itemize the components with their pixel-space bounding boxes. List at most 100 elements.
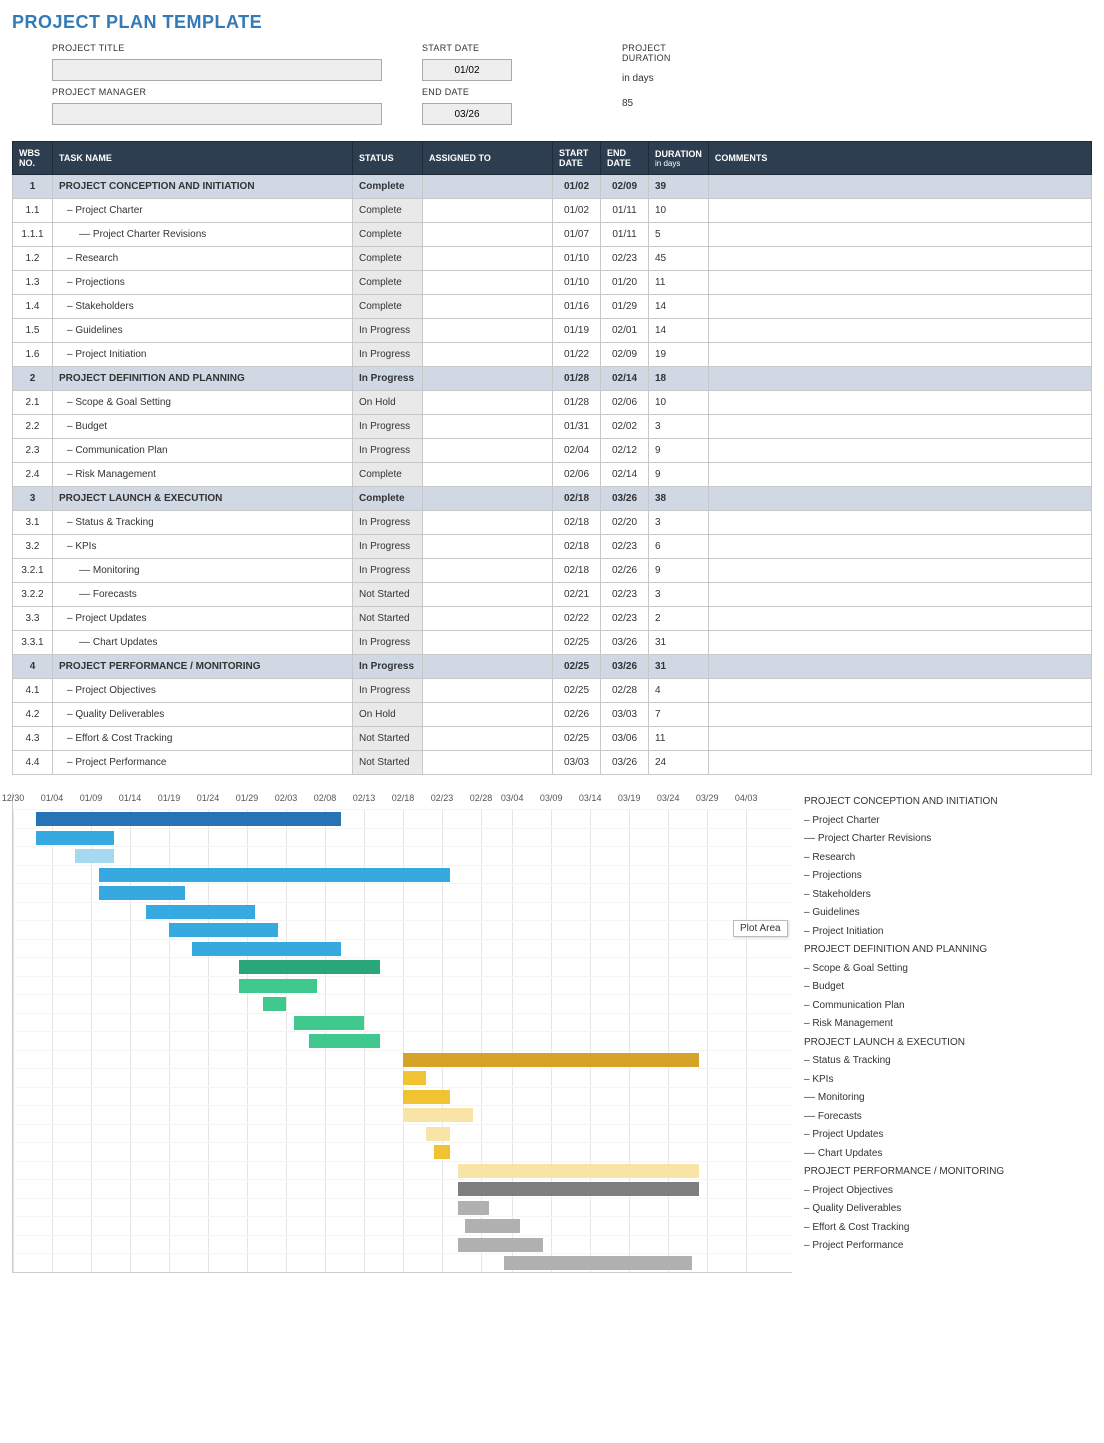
project-manager-label: PROJECT MANAGER (52, 87, 382, 97)
table-row: 1.4– StakeholdersComplete01/1601/2914 (13, 295, 1092, 319)
cell-status: Complete (353, 223, 423, 247)
cell-start: 02/18 (553, 511, 601, 535)
table-row: 2PROJECT DEFINITION AND PLANNINGIn Progr… (13, 367, 1092, 391)
cell-wbs: 2.2 (13, 415, 53, 439)
meta-section: PROJECT TITLE PROJECT MANAGER START DATE… (12, 43, 1092, 125)
cell-comments (708, 511, 1091, 535)
cell-duration: 9 (649, 463, 709, 487)
cell-end: 02/26 (601, 559, 649, 583)
cell-start: 01/16 (553, 295, 601, 319)
start-date-input[interactable] (422, 59, 512, 81)
legend-item: PROJECT PERFORMANCE / MONITORING (804, 1163, 1004, 1182)
axis-tick-label: 03/04 (501, 793, 524, 803)
cell-comments (708, 295, 1091, 319)
cell-comments (708, 679, 1091, 703)
cell-comments (708, 727, 1091, 751)
legend-item: –– Monitoring (804, 1089, 1004, 1108)
cell-assigned (423, 271, 553, 295)
cell-comments (708, 463, 1091, 487)
cell-duration: 39 (649, 175, 709, 199)
cell-assigned (423, 223, 553, 247)
gantt-row (13, 883, 792, 902)
cell-task: – Stakeholders (53, 295, 353, 319)
project-manager-input[interactable] (52, 103, 382, 125)
gantt-row (13, 1068, 792, 1087)
axis-tick-label: 03/19 (618, 793, 641, 803)
legend-item: – Effort & Cost Tracking (804, 1219, 1004, 1238)
duration-label: PROJECTDURATION (622, 43, 671, 63)
cell-status: Complete (353, 463, 423, 487)
cell-end: 03/06 (601, 727, 649, 751)
cell-comments (708, 199, 1091, 223)
cell-end: 03/26 (601, 631, 649, 655)
legend-item: –– Project Charter Revisions (804, 830, 1004, 849)
cell-comments (708, 175, 1091, 199)
cell-wbs: 1 (13, 175, 53, 199)
cell-duration: 18 (649, 367, 709, 391)
cell-comments (708, 559, 1091, 583)
cell-comments (708, 751, 1091, 775)
cell-end: 01/11 (601, 199, 649, 223)
gantt-row (13, 920, 792, 939)
cell-status: Not Started (353, 727, 423, 751)
cell-status: In Progress (353, 535, 423, 559)
cell-wbs: 3.3.1 (13, 631, 53, 655)
cell-status: In Progress (353, 415, 423, 439)
cell-status: In Progress (353, 319, 423, 343)
cell-end: 02/20 (601, 511, 649, 535)
cell-wbs: 2.4 (13, 463, 53, 487)
gantt-row (13, 1198, 792, 1217)
legend-item: – Project Objectives (804, 1182, 1004, 1201)
gantt-row (13, 1087, 792, 1106)
end-date-input[interactable] (422, 103, 512, 125)
legend-item: – Quality Deliverables (804, 1200, 1004, 1219)
cell-end: 02/23 (601, 607, 649, 631)
cell-assigned (423, 463, 553, 487)
project-title-input[interactable] (52, 59, 382, 81)
gantt-row (13, 1235, 792, 1254)
cell-status: Not Started (353, 751, 423, 775)
cell-duration: 3 (649, 511, 709, 535)
end-date-label: END DATE (422, 87, 512, 97)
col-task: TASK NAME (53, 142, 353, 175)
gantt-bar (36, 812, 340, 826)
cell-duration: 3 (649, 415, 709, 439)
cell-task: – KPIs (53, 535, 353, 559)
cell-end: 01/29 (601, 295, 649, 319)
cell-assigned (423, 295, 553, 319)
table-row: 3.3.1–– Chart UpdatesIn Progress02/2503/… (13, 631, 1092, 655)
legend-item: – Budget (804, 978, 1004, 997)
duration-value: 85 (622, 94, 671, 113)
cell-start: 01/22 (553, 343, 601, 367)
plan-table: WBS NO. TASK NAME STATUS ASSIGNED TO STA… (12, 141, 1092, 775)
legend-item: – Project Charter (804, 812, 1004, 831)
gantt-bar (99, 886, 185, 900)
cell-assigned (423, 607, 553, 631)
cell-start: 02/25 (553, 631, 601, 655)
axis-tick-label: 02/28 (470, 793, 493, 803)
cell-start: 02/18 (553, 487, 601, 511)
gantt-bar (169, 923, 278, 937)
cell-task: PROJECT DEFINITION AND PLANNING (53, 367, 353, 391)
cell-assigned (423, 247, 553, 271)
gantt-legend: PROJECT CONCEPTION AND INITIATION– Proje… (792, 793, 1004, 1256)
gantt-bar (239, 979, 317, 993)
axis-tick-label: 03/14 (579, 793, 602, 803)
cell-end: 03/26 (601, 487, 649, 511)
cell-start: 01/07 (553, 223, 601, 247)
cell-status: In Progress (353, 343, 423, 367)
cell-comments (708, 631, 1091, 655)
cell-wbs: 3.2 (13, 535, 53, 559)
cell-status: Not Started (353, 583, 423, 607)
cell-end: 02/02 (601, 415, 649, 439)
cell-status: Complete (353, 487, 423, 511)
cell-task: –– Chart Updates (53, 631, 353, 655)
cell-start: 02/26 (553, 703, 601, 727)
cell-task: – Project Objectives (53, 679, 353, 703)
cell-assigned (423, 487, 553, 511)
gantt-bar (434, 1145, 450, 1159)
cell-task: –– Monitoring (53, 559, 353, 583)
gantt-row (13, 846, 792, 865)
gantt-row (13, 1161, 792, 1180)
axis-tick-label: 12/30 (2, 793, 25, 803)
